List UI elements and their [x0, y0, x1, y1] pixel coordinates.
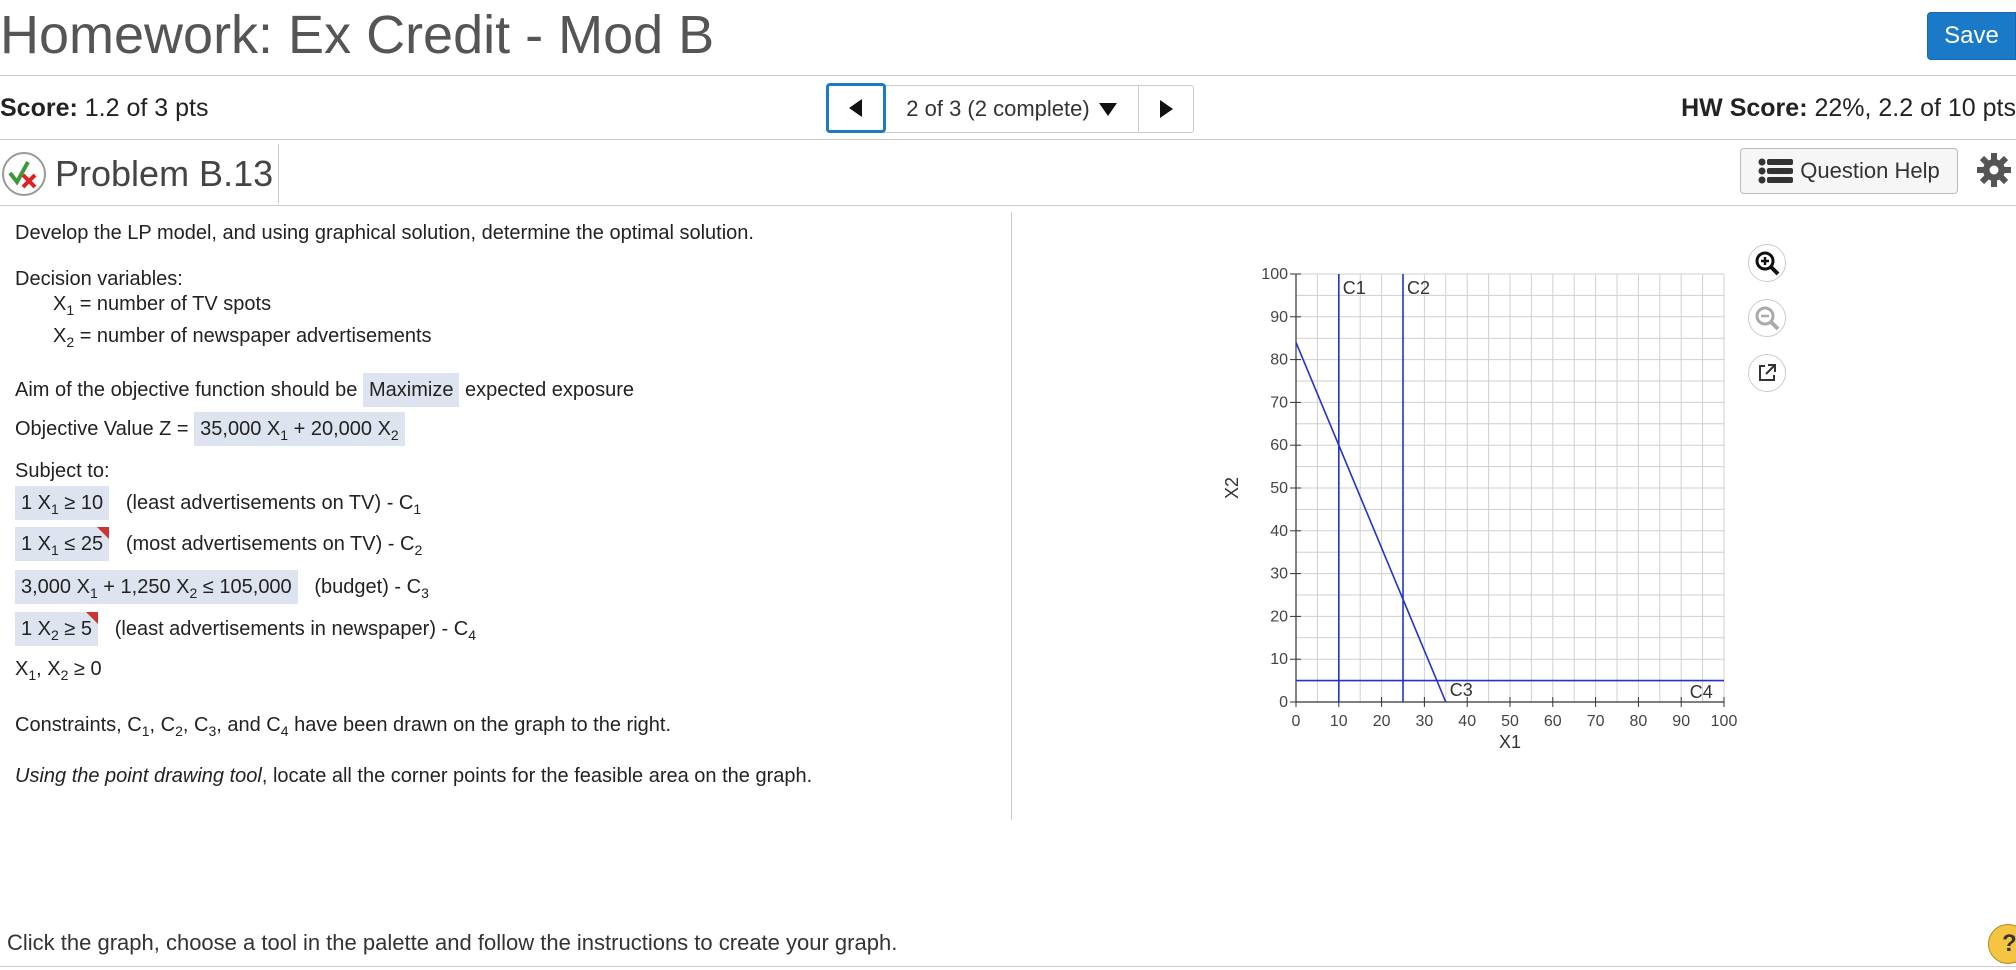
intro-text: Develop the LP model, and using graphica… [15, 222, 754, 244]
constraint-line-c3 [1295, 342, 1447, 703]
constraint-label-c1: C1 [1343, 278, 1366, 298]
constraint-c4-desc: (least advertisements in newspaper) - C4 [114, 618, 476, 643]
constraint-c2-row: 1 X1 ≤ 25 (most advertisements on TV) - … [15, 527, 423, 561]
objective-answer-box[interactable]: 35,000 X1 + 20,000 X2 [194, 412, 405, 446]
y-tick-label: 50 [1270, 480, 1288, 497]
triangle-down-icon [1098, 103, 1117, 116]
partial-credit-icon [2, 152, 46, 196]
x-tick-label: 70 [1587, 713, 1605, 730]
zoom-out-button[interactable] [1748, 299, 1786, 337]
x-tick-label: 100 [1711, 713, 1738, 730]
y-tick-label: 80 [1270, 352, 1288, 369]
x-tick-label: 40 [1458, 713, 1476, 730]
constraint-c1-answer-box[interactable]: 1 X1 ≥ 10 [15, 486, 110, 520]
external-link-icon [1759, 364, 1776, 381]
x-axis-label: X1 [1499, 732, 1521, 752]
x-tick-label: 80 [1630, 713, 1648, 730]
constraint-label-c2: C2 [1407, 278, 1430, 298]
graph-instructions: Click the graph, choose a tool in the pa… [7, 930, 898, 955]
x-tick-label: 30 [1416, 713, 1434, 730]
score: Score: 1.2 of 3 pts [0, 94, 208, 123]
gear-icon [1977, 153, 2011, 187]
decision-variables-label: Decision variables: [15, 268, 183, 290]
tool-instructions: Using the point drawing tool, locate all… [15, 765, 813, 787]
non-negativity: X1, X2 ≥ 0 [15, 658, 102, 683]
constraint-label-c3: C3 [1450, 680, 1473, 700]
aim-answer-box[interactable]: Maximize [363, 373, 460, 407]
triangle-left-icon [849, 99, 862, 117]
save-button[interactable]: Save [1927, 12, 2016, 60]
help-button[interactable]: ? [1988, 924, 2016, 964]
constraint-c2-answer-box[interactable]: 1 X1 ≤ 25 [15, 527, 110, 561]
decision-variable-x1: X1 = number of TV spots [53, 293, 272, 318]
triangle-right-icon [1160, 100, 1173, 118]
objective-label: Objective Value Z = [15, 418, 189, 440]
y-axis-label: X2 [1222, 477, 1242, 499]
previous-question-button[interactable] [826, 83, 886, 133]
x-tick-label: 0 [1292, 713, 1301, 730]
y-tick-label: 10 [1270, 651, 1288, 668]
constraint-label-c4: C4 [1690, 682, 1713, 702]
constraint-c3-row: 3,000 X1 + 1,250 X2 ≤ 105,000 (budget) -… [15, 570, 429, 604]
x-tick-label: 90 [1672, 713, 1690, 730]
aim-label: Aim of the objective function should be [15, 379, 358, 401]
zoom-in-button[interactable] [1748, 244, 1786, 282]
constraint-lines [1295, 274, 1724, 703]
constraints-drawn-text: Constraints, C1, C2, C3, and C4 have bee… [15, 714, 672, 739]
decision-variable-x2: X2 = number of newspaper advertisements [53, 325, 432, 350]
divider [0, 205, 2016, 206]
constraint-labels: C1 C2 C3 C4 [1343, 278, 1713, 702]
y-tick-label: 70 [1270, 394, 1288, 411]
problem-title: Problem B.13 [55, 153, 274, 194]
y-tick-label: 90 [1270, 309, 1288, 326]
hw-score-label: HW Score: [1681, 94, 1808, 122]
question-navigator: 2 of 3 (2 complete) [826, 83, 1194, 133]
question-select[interactable]: 2 of 3 (2 complete) [886, 86, 1139, 132]
y-tick-label: 30 [1270, 566, 1288, 583]
y-tick-label: 40 [1270, 523, 1288, 540]
y-tick-label: 0 [1279, 694, 1288, 711]
lp-graph[interactable]: 0 10 20 30 40 50 60 70 80 90 100 0 10 20 30 40 50 60 70 80 9… [1208, 220, 1768, 780]
vertical-divider [1011, 212, 1012, 820]
x-tick-label: 60 [1544, 713, 1562, 730]
divider [0, 75, 2016, 76]
zoom-in-icon [1755, 251, 1780, 276]
constraint-c1-desc: (least advertisements on TV) - C1 [125, 492, 422, 517]
x-tick-label: 10 [1330, 713, 1348, 730]
divider [0, 966, 2016, 967]
settings-button[interactable] [1976, 152, 2012, 193]
x-tick-label: 50 [1501, 713, 1519, 730]
constraint-c4-row: 1 X2 ≥ 5 (least advertisements in newspa… [15, 612, 476, 646]
y-tick-label: 60 [1270, 437, 1288, 454]
constraint-c3-desc: (budget) - C3 [314, 576, 429, 601]
hw-score: HW Score: 22%, 2.2 of 10 pts [1681, 94, 2016, 123]
score-value: 1.2 of 3 pts [84, 94, 209, 122]
next-question-button[interactable] [1139, 86, 1193, 132]
problem-header: Problem B.13 [0, 144, 279, 204]
aim-tail: expected exposure [465, 379, 635, 401]
objective-row: Objective Value Z = 35,000 X1 + 20,000 X… [15, 412, 405, 446]
question-position: 2 of 3 (2 complete) [906, 96, 1090, 121]
zoom-out-icon [1755, 306, 1780, 331]
constraint-c2-desc: (most advertisements on TV) - C2 [125, 533, 423, 558]
question-help-button[interactable]: Question Help [1740, 148, 1958, 194]
y-tick-label: 20 [1270, 608, 1288, 625]
axes: 0 10 20 30 40 50 60 70 80 90 100 0 10 20 30 40 50 60 70 80 9… [1261, 266, 1737, 730]
constraint-c4-answer-box[interactable]: 1 X2 ≥ 5 [15, 612, 99, 646]
list-icon [1758, 158, 1794, 184]
y-tick-label: 100 [1261, 266, 1288, 283]
constraint-c1-row: 1 X1 ≥ 10 (least advertisements on TV) -… [15, 486, 422, 520]
score-label: Score: [0, 94, 78, 122]
question-help-label: Question Help [1800, 158, 1940, 183]
page-title: Homework: Ex Credit - Mod B [0, 5, 715, 65]
divider [0, 139, 2016, 140]
x-tick-label: 20 [1373, 713, 1391, 730]
constraint-c3-answer-box[interactable]: 3,000 X1 + 1,250 X2 ≤ 105,000 [15, 570, 298, 604]
open-in-window-button[interactable] [1748, 354, 1786, 392]
subject-to-label: Subject to: [15, 460, 110, 482]
grid [1295, 273, 1725, 703]
objective-aim-row: Aim of the objective function should be … [15, 373, 635, 407]
hw-score-value: 22%, 2.2 of 10 pts [1814, 94, 2016, 122]
